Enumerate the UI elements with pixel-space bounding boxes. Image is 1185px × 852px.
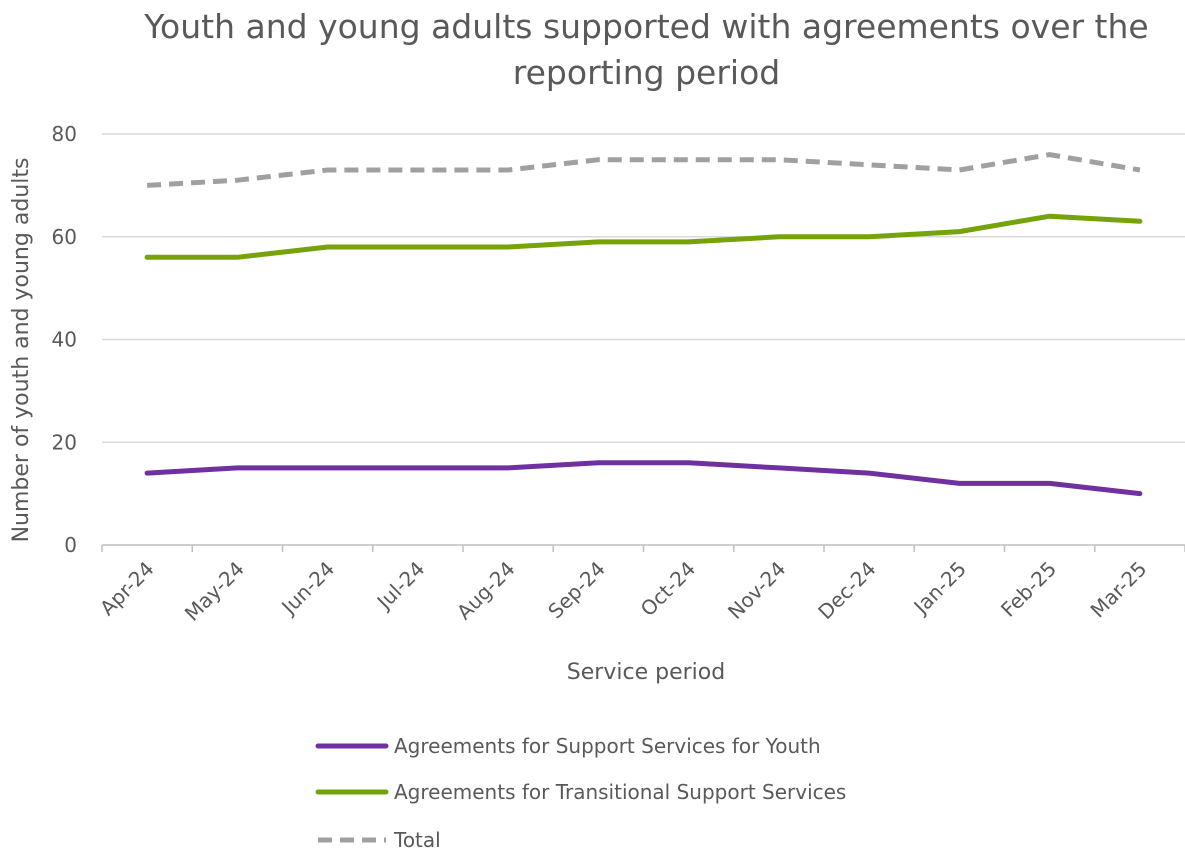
x-tick-label: Sep-24 — [543, 557, 610, 624]
y-tick-label: 80 — [52, 122, 77, 146]
y-axis-ticks: 0 20 40 60 80 — [52, 122, 77, 557]
x-tick-label: Apr-24 — [95, 557, 159, 621]
x-tick-label: Oct-24 — [636, 557, 701, 622]
series-line-1 — [144, 213, 1143, 260]
x-axis: Apr-24 May-24 Jun-24 Jul-24 Aug-24 Sep-24 Oct-… — [95, 544, 1185, 626]
legend-label-0: Agreements for Support Services for Yout… — [394, 734, 821, 758]
series-line-2 — [146, 152, 1141, 188]
y-tick-label: 0 — [64, 533, 77, 557]
legend-label-2: Total — [393, 828, 441, 852]
series-line-0 — [144, 460, 1143, 497]
series-lines — [144, 152, 1143, 497]
gridlines — [102, 133, 1185, 443]
x-tick-label: Aug-24 — [452, 557, 520, 625]
legend: Agreements for Support Services for Yout… — [315, 734, 846, 852]
x-tick-label: Dec-24 — [813, 557, 880, 624]
x-tick-label: May-24 — [180, 557, 249, 626]
x-tick-label: Jun-24 — [276, 557, 340, 621]
x-tick-label: Jan-25 — [908, 557, 971, 620]
x-tick-label: Nov-24 — [723, 557, 790, 624]
y-axis-label: Number of youth and young adults — [9, 158, 34, 543]
x-tick-label: Mar-25 — [1086, 557, 1152, 623]
y-tick-label: 40 — [52, 328, 77, 352]
x-axis-label: Service period — [567, 660, 725, 685]
y-tick-label: 60 — [52, 225, 77, 249]
legend-label-1: Agreements for Transitional Support Serv… — [394, 780, 846, 804]
x-tick-label: Feb-25 — [996, 557, 1061, 622]
y-tick-label: 20 — [52, 430, 77, 454]
chart-title: Youth and young adults supported with ag… — [144, 7, 1149, 92]
x-tick-label: Jul-24 — [371, 557, 430, 616]
